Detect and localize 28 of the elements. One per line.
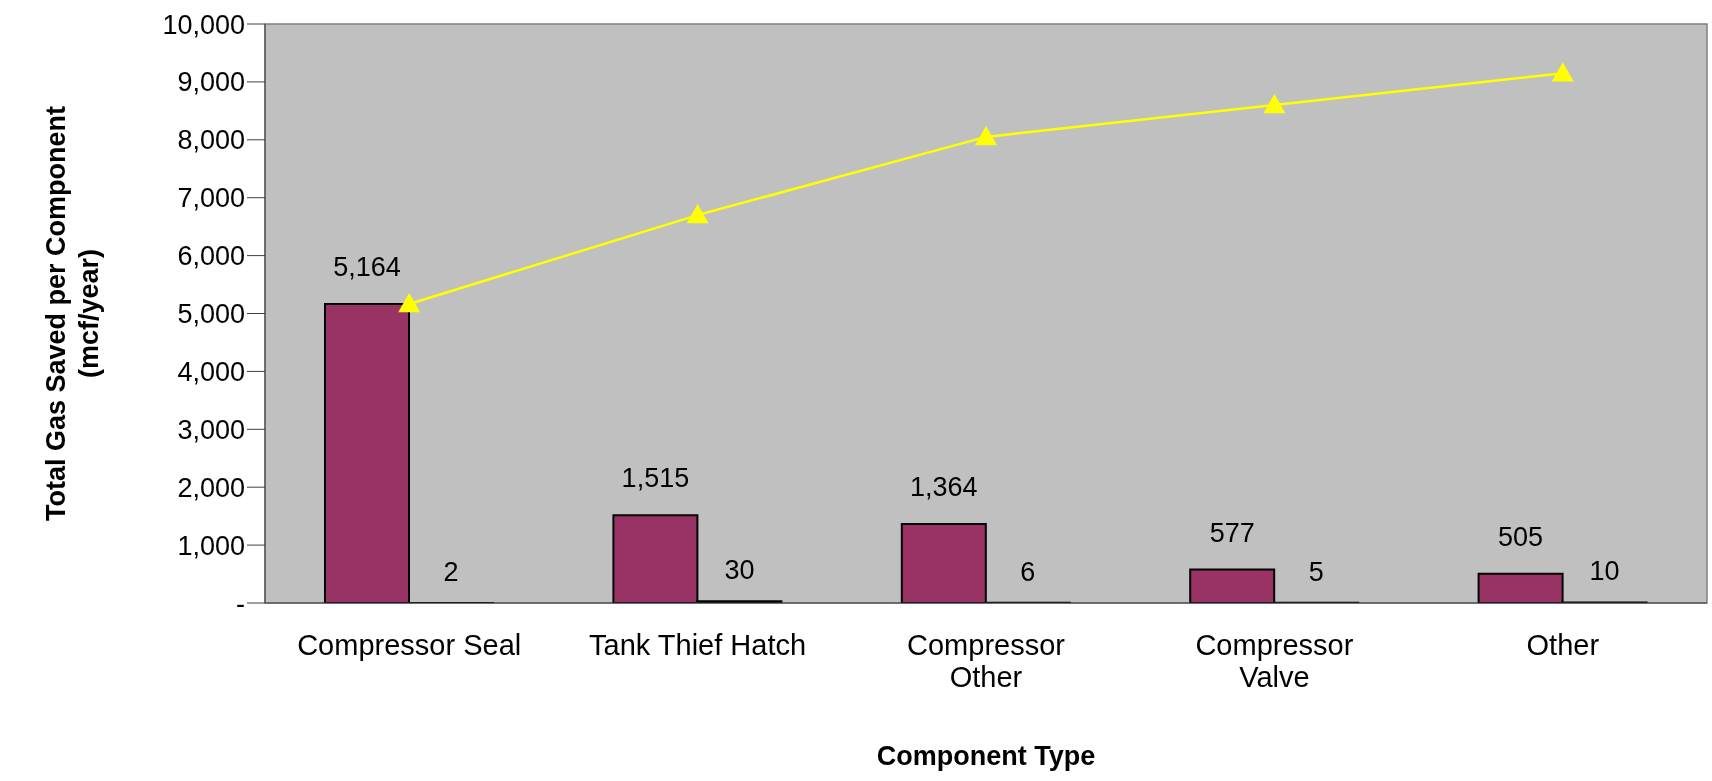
data-label: 5,164 [333,252,401,282]
x-tick-label: Compressor Seal [297,629,522,662]
x-tick-label: Compressor Valve [1195,629,1354,693]
y-tick-label: - [236,588,245,619]
y-tick-label: 2,000 [177,472,245,503]
data-label: 10 [1589,556,1620,587]
y-tick-label: 1,000 [177,530,245,561]
data-label: 5 [1308,556,1324,587]
data-label: 1,364 [910,472,978,503]
y-tick-label: 4,000 [177,356,245,387]
data-label: 505 [1498,521,1544,552]
y-tick-label: 9,000 [177,67,245,98]
y-tick-label: 10,000 [162,9,245,40]
y-tick-label: 6,000 [177,241,245,272]
x-tick-label: Tank Thief Hatch [589,629,807,662]
x-tick-label: Other [1526,629,1600,662]
y-axis-title: Total Gas Saved per Component (mcf/year) [41,105,104,522]
x-axis-title: Component Type [876,741,1096,771]
y-tick-label: 5,000 [177,299,245,330]
y-tick-label: 8,000 [177,125,245,156]
y-tick-label: 3,000 [177,414,245,445]
data-label: 2 [443,556,459,587]
y-tick-label: 7,000 [177,183,245,214]
data-label: 30 [724,555,755,586]
data-label: 1,515 [621,463,690,494]
data-label: 6 [1020,556,1036,587]
data-label: 577 [1209,517,1255,548]
x-tick-label: Compressor Other [907,629,1066,693]
